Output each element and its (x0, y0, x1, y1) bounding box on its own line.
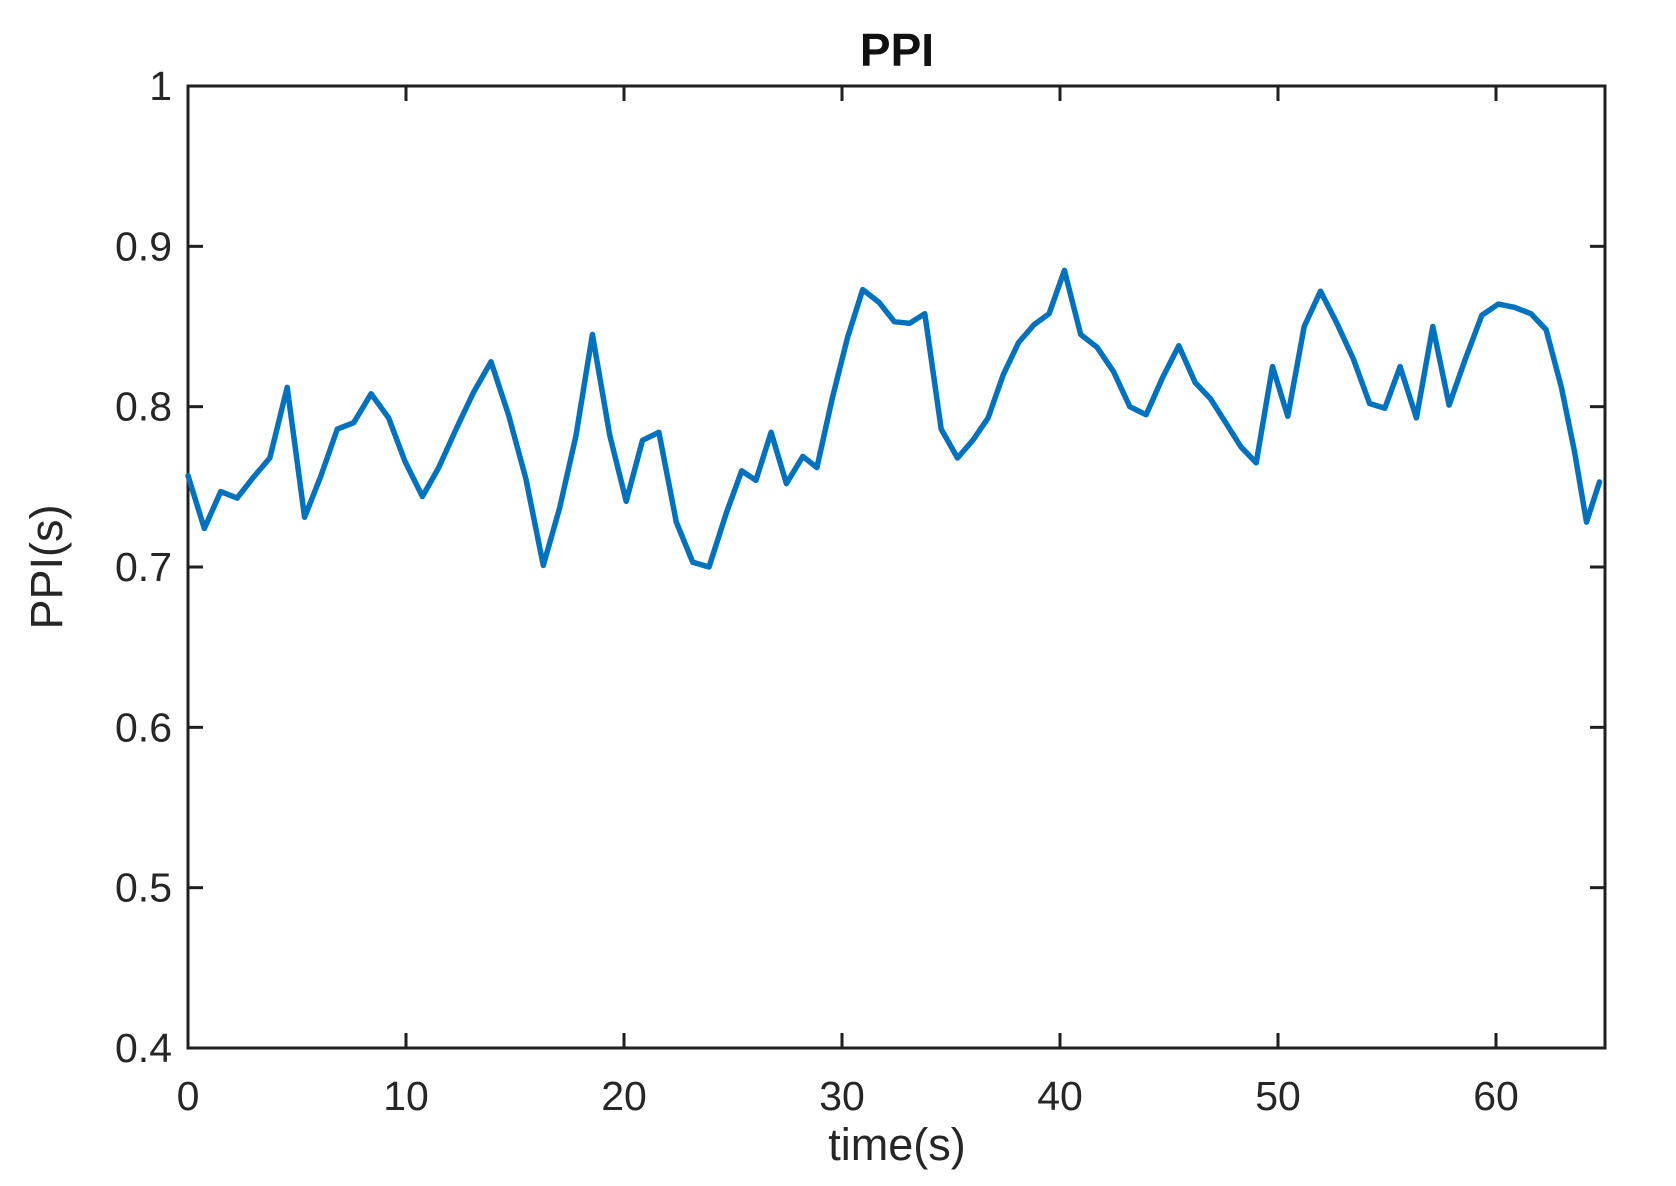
y-tick-label: 0.4 (115, 1025, 172, 1071)
x-tick-label: 10 (383, 1073, 429, 1119)
axes-box (186, 84, 1607, 1050)
tick-labels: 0 10 20 30 40 50 60 0.4 0.5 0.6 0.7 0.8 0.9 1 (115, 63, 1519, 1119)
chart-title: PPI (860, 24, 934, 76)
y-tick-label: 0.7 (115, 544, 172, 590)
x-tick-label: 30 (819, 1073, 865, 1119)
y-tick-label: 1 (149, 63, 172, 109)
x-tick-label: 60 (1473, 1073, 1519, 1119)
y-tick-label: 0.9 (115, 223, 172, 269)
tick-marks (186, 84, 1605, 1050)
x-axis-label: time(s) (828, 1119, 965, 1170)
x-tick-label: 40 (1037, 1073, 1083, 1119)
y-tick-label: 0.6 (115, 704, 172, 750)
axes-frame (186, 84, 1607, 1050)
ppi-data-polyline (185, 267, 1603, 570)
y-tick-label: 0.5 (115, 865, 172, 911)
x-tick-label: 0 (177, 1073, 200, 1119)
y-axis-label: PPI(s) (21, 504, 72, 629)
x-tick-label: 50 (1255, 1073, 1301, 1119)
x-tick-label: 20 (601, 1073, 647, 1119)
y-tick-label: 0.8 (115, 384, 172, 430)
ppi-series-line (185, 267, 1603, 570)
